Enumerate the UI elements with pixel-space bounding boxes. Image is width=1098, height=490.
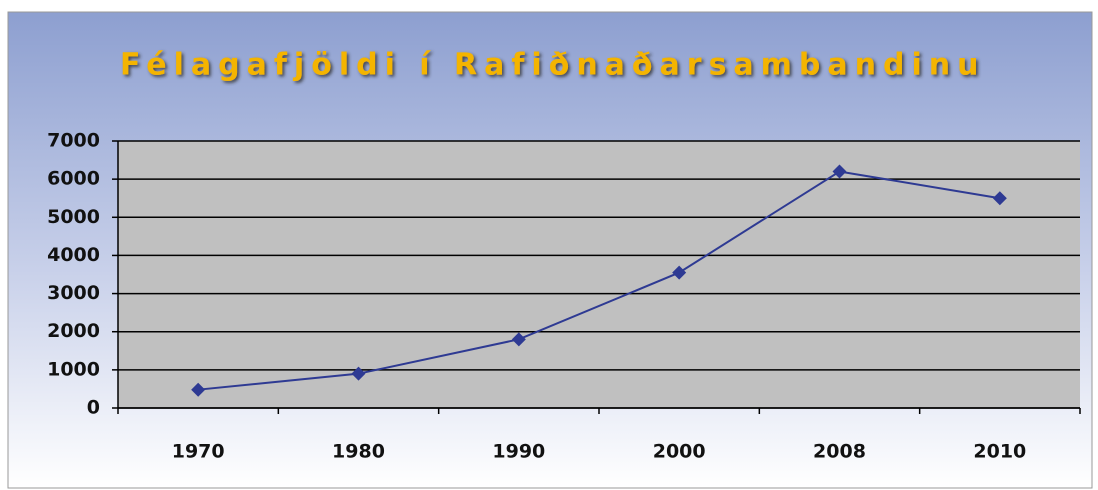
data-point [351,366,366,381]
data-point [511,332,526,347]
chart-title: Félagafjöldi í Rafiðnaðarsambandinu [120,48,985,83]
x-tick-label: 1980 [332,441,385,463]
y-tick-label: 0 [87,397,100,419]
x-tick-label: 1970 [172,441,225,463]
x-tick-label: 2000 [653,441,706,463]
x-tick-label: 2010 [973,441,1026,463]
data-point [191,382,206,397]
series-line [198,170,1000,391]
y-tick-label: 6000 [47,168,100,190]
y-tick-label: 1000 [47,358,100,380]
y-tick-label: 4000 [47,244,100,266]
x-tick-label: 2008 [813,441,866,463]
y-tick-label: 2000 [47,320,100,342]
y-tick-label: 5000 [47,206,100,228]
y-tick-label: 7000 [47,130,100,152]
plot-area [118,141,1080,408]
data-point [992,191,1007,206]
data-point [672,265,687,280]
x-tick-label: 1990 [492,441,545,463]
y-tick-label: 3000 [47,282,100,304]
data-point [832,164,847,179]
